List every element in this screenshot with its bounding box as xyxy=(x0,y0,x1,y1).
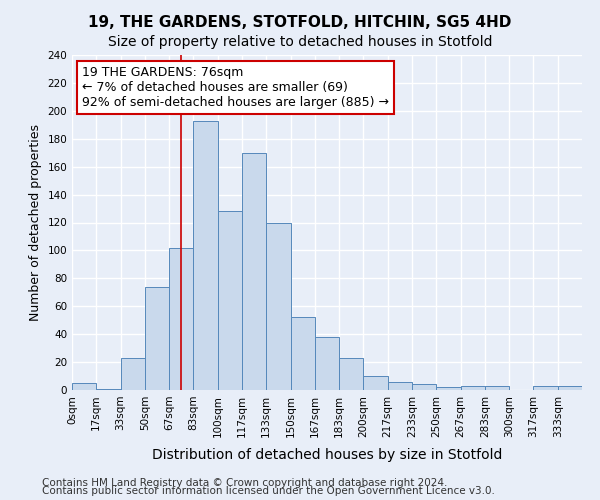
Bar xyxy=(364,376,388,390)
Bar xyxy=(242,152,266,390)
Bar xyxy=(315,337,339,390)
Bar xyxy=(412,384,436,390)
Bar xyxy=(485,386,509,390)
Bar xyxy=(290,318,315,390)
Text: 19, THE GARDENS, STOTFOLD, HITCHIN, SG5 4HD: 19, THE GARDENS, STOTFOLD, HITCHIN, SG5 … xyxy=(88,15,512,30)
Bar xyxy=(388,382,412,390)
Bar xyxy=(96,388,121,390)
Text: Contains HM Land Registry data © Crown copyright and database right 2024.: Contains HM Land Registry data © Crown c… xyxy=(42,478,448,488)
Bar xyxy=(266,222,290,390)
Text: 19 THE GARDENS: 76sqm
← 7% of detached houses are smaller (69)
92% of semi-detac: 19 THE GARDENS: 76sqm ← 7% of detached h… xyxy=(82,66,389,109)
Bar xyxy=(558,386,582,390)
Bar xyxy=(533,386,558,390)
Bar xyxy=(218,212,242,390)
Text: Size of property relative to detached houses in Stotfold: Size of property relative to detached ho… xyxy=(108,35,492,49)
Bar xyxy=(193,120,218,390)
Bar xyxy=(169,248,193,390)
Bar xyxy=(72,383,96,390)
Bar xyxy=(461,386,485,390)
Text: Contains public sector information licensed under the Open Government Licence v3: Contains public sector information licen… xyxy=(42,486,495,496)
Bar xyxy=(121,358,145,390)
Bar xyxy=(145,286,169,390)
Bar xyxy=(339,358,364,390)
Bar xyxy=(436,387,461,390)
Y-axis label: Number of detached properties: Number of detached properties xyxy=(29,124,42,321)
X-axis label: Distribution of detached houses by size in Stotfold: Distribution of detached houses by size … xyxy=(152,448,502,462)
